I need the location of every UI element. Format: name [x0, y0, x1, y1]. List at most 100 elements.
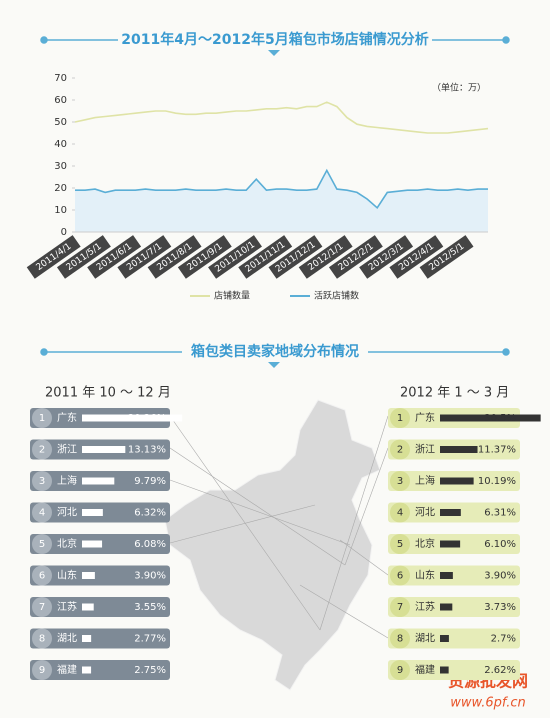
- row-box: [388, 628, 520, 649]
- category-label: 上海: [415, 474, 435, 487]
- bar: [82, 446, 126, 453]
- bar: [82, 666, 92, 674]
- bar: [440, 540, 461, 548]
- rank-badge: [32, 565, 52, 586]
- bar: [82, 477, 115, 485]
- rank: 7: [39, 602, 45, 613]
- unit-label: （单位：万）: [432, 82, 486, 94]
- rank-badge: [390, 408, 410, 428]
- watermark-url: www.6pf.cn: [450, 696, 526, 711]
- bar: [440, 477, 474, 485]
- bar: [82, 540, 103, 548]
- value-label: 3.90%: [134, 571, 166, 582]
- value-label: 30.36%: [128, 413, 166, 424]
- subtitle: 2012 年 1 ～ 3 月: [400, 386, 509, 401]
- x-tick-box: [359, 235, 414, 279]
- rank-badge: [390, 660, 410, 680]
- row-box: [30, 660, 170, 680]
- map: [164, 399, 381, 691]
- connector-lines: [169, 415, 389, 639]
- rank-badge: [32, 502, 52, 523]
- bar: [82, 635, 92, 642]
- row-box: [388, 660, 520, 680]
- area: [75, 170, 488, 232]
- category-label: 广东: [57, 411, 77, 424]
- rank-badge: [32, 439, 52, 460]
- rank-badge: [32, 408, 52, 428]
- category-label: 浙江: [415, 444, 435, 456]
- value-label: 3.55%: [134, 602, 166, 613]
- rank-badge: [390, 502, 410, 523]
- rank: 8: [39, 634, 45, 645]
- value-label: 2.77%: [134, 634, 166, 645]
- rank-badge: [390, 534, 410, 554]
- y-tick-label: 50: [54, 117, 67, 128]
- rank: 5: [39, 539, 45, 550]
- row-box: [30, 597, 170, 617]
- rank-badge: [390, 628, 410, 649]
- line: [74, 101, 489, 134]
- rank: 1: [397, 413, 403, 424]
- category-label: 福建: [57, 663, 77, 676]
- value-label: 9.79%: [134, 476, 166, 487]
- rank: 3: [39, 476, 45, 487]
- x-tick-box: [389, 235, 444, 279]
- rank: 9: [39, 665, 45, 676]
- bar: [440, 572, 453, 579]
- bar: [82, 414, 183, 422]
- rank: 1: [39, 413, 45, 424]
- value-label: 30.5%: [484, 413, 516, 424]
- subtitle: 2011 年 10 ～ 12 月: [45, 386, 171, 401]
- category-label: 北京: [415, 537, 435, 550]
- category-label: 河北: [57, 507, 77, 519]
- value-label: 11.37%: [478, 445, 516, 456]
- row-box: [388, 565, 520, 586]
- rank: 9: [397, 665, 403, 676]
- rank-badge: [32, 471, 52, 491]
- category-label: 山东: [415, 569, 435, 582]
- bar: [82, 509, 103, 516]
- category-label: 广东: [415, 411, 435, 424]
- rank-badge: [390, 565, 410, 586]
- category-label: 湖北: [415, 633, 435, 645]
- rank: 7: [397, 602, 403, 613]
- x-tick-box: [298, 235, 353, 279]
- rank: 2: [39, 445, 45, 456]
- value-label: 3.73%: [484, 602, 516, 613]
- x-tick-box: [328, 235, 383, 279]
- bar: [440, 666, 449, 674]
- line: [75, 168, 488, 210]
- category-label: 山东: [57, 569, 77, 582]
- value-label: 3.90%: [484, 571, 516, 582]
- bar: [440, 603, 453, 611]
- rank-badge: [32, 597, 52, 617]
- x-tick-box: [117, 235, 172, 279]
- value-label: 6.08%: [134, 539, 166, 550]
- category-label: 北京: [57, 537, 77, 550]
- category-label: 上海: [57, 474, 77, 487]
- value-label: 10.19%: [478, 476, 516, 487]
- x-tick-box: [147, 235, 202, 279]
- value-label: 6.32%: [134, 508, 166, 519]
- row-box: [388, 597, 520, 617]
- y-tick-label: 20: [54, 183, 67, 194]
- x-tick-box: [208, 235, 262, 279]
- rank: 4: [397, 508, 403, 519]
- value-label: 6.10%: [484, 539, 516, 550]
- x-tick-box: [238, 235, 293, 279]
- value-label: 2.62%: [484, 665, 516, 676]
- value-label: 13.13%: [128, 445, 166, 456]
- legend-label: 店铺数量: [214, 290, 250, 302]
- bar: [82, 572, 95, 579]
- bar: [440, 635, 449, 642]
- x-tick-box: [268, 235, 323, 279]
- category-label: 福建: [415, 663, 435, 676]
- chart-title: 2011年4月～2012年5月箱包市场店铺情况分析: [121, 31, 428, 48]
- value-label: 6.31%: [484, 508, 516, 519]
- x-tick-box: [419, 235, 474, 279]
- category-label: 江苏: [57, 600, 77, 613]
- y-tick-label: 10: [54, 205, 67, 216]
- bar: [440, 446, 478, 453]
- rank-badge: [32, 534, 52, 554]
